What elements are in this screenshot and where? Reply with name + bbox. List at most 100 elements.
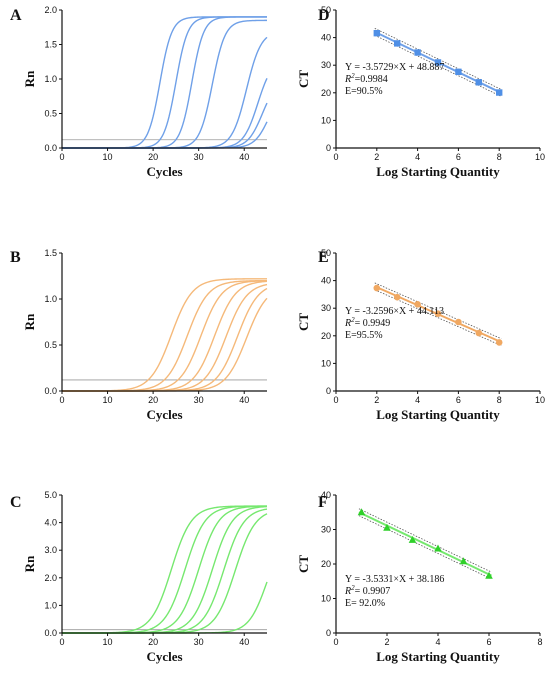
data-point-7: [496, 89, 503, 96]
x-tick-label: 0: [59, 637, 64, 647]
confidence-band-1: [374, 289, 502, 346]
x-tick-label: 2: [384, 637, 389, 647]
y-tick-label: 1.0: [44, 74, 57, 84]
data-point-1: [373, 29, 380, 37]
y-tick-label: 10: [321, 115, 331, 125]
y-tick-label: 0.0: [44, 628, 57, 638]
y-tick-label: 40: [321, 33, 331, 43]
x-tick-label: 8: [497, 395, 502, 405]
x-tick-label: 0: [333, 152, 338, 162]
y-tick-label: 3.0: [44, 545, 57, 555]
y-tick-label: 20: [321, 331, 331, 341]
x-tick-label: 20: [148, 637, 158, 647]
data-point-4: [434, 310, 442, 318]
x-tick-label: 4: [435, 637, 440, 647]
y-tick-label: 30: [321, 60, 331, 70]
y-tick-label: 50: [321, 5, 331, 15]
x-tick-label: 10: [535, 395, 545, 405]
data-point-6: [475, 79, 482, 86]
y-tick-label: 0.5: [44, 340, 57, 350]
y-axis-title: CT: [296, 70, 311, 88]
x-axis-title: Cycles: [146, 164, 182, 179]
data-point-5: [455, 68, 462, 76]
y-tick-label: 0.0: [44, 143, 57, 153]
data-point-1: [357, 508, 366, 516]
amplification-curve-4: [62, 280, 268, 392]
r-squared-value: = 0.9907: [355, 586, 391, 597]
x-tick-label: 4: [415, 395, 420, 405]
y-tick-label: 40: [321, 490, 331, 500]
x-tick-label: 40: [239, 395, 249, 405]
x-tick-label: 30: [194, 637, 204, 647]
amplification-curve-2: [62, 279, 268, 392]
x-tick-label: 6: [456, 152, 461, 162]
data-point-3: [414, 49, 421, 56]
confidence-band-1: [358, 515, 492, 580]
data-point-2: [383, 523, 391, 531]
y-axis-title: CT: [296, 555, 311, 573]
x-tick-label: 30: [194, 152, 204, 162]
y-axis-title: CT: [296, 313, 311, 331]
amplification-curve-6: [62, 287, 268, 392]
x-tick-label: 0: [59, 152, 64, 162]
y-tick-label: 10: [321, 594, 331, 604]
y-tick-label: 10: [321, 358, 331, 368]
data-point-6: [475, 329, 483, 337]
amplification-curve-1: [62, 16, 267, 149]
y-tick-label: 1.5: [44, 40, 57, 50]
panel-letter: E: [318, 249, 329, 266]
y-tick-label: 40: [321, 276, 331, 286]
data-point-6: [485, 571, 493, 579]
r-squared-text: R2= 0.9949: [344, 316, 390, 329]
data-point-4: [434, 544, 442, 552]
y-tick-label: 0.0: [44, 386, 57, 396]
y-axis-title: Rn: [22, 70, 37, 87]
y-tick-label: 30: [321, 303, 331, 313]
data-point-2: [393, 293, 401, 301]
y-tick-label: 0: [326, 143, 331, 153]
equation-text: Y = -3.2596×X + 44.113: [345, 306, 444, 317]
efficiency-text: E=95.5%: [345, 330, 383, 341]
data-point-5: [459, 557, 468, 565]
data-point-3: [414, 301, 421, 308]
x-tick-label: 20: [148, 152, 158, 162]
amplification-curve-1: [62, 278, 267, 392]
efficiency-text: E= 92.0%: [345, 598, 385, 609]
panel-letter: C: [10, 494, 22, 511]
data-point-7: [495, 339, 503, 346]
panel-letter: F: [318, 494, 328, 511]
y-tick-label: 5.0: [44, 490, 57, 500]
y-tick-label: 0.5: [44, 109, 57, 119]
data-point-4: [434, 59, 442, 66]
amplification-curve-4: [62, 505, 268, 634]
panel-letter: D: [318, 7, 330, 24]
x-tick-label: 6: [456, 395, 461, 405]
r-superscript: 2: [351, 72, 355, 80]
data-point-3: [408, 535, 417, 543]
efficiency-text: E=90.5%: [345, 86, 383, 97]
r-squared-value: =0.9984: [355, 74, 388, 85]
y-tick-label: 0: [326, 386, 331, 396]
x-tick-label: 10: [103, 395, 113, 405]
x-axis-title: Log Starting Quantity: [376, 407, 500, 422]
y-tick-label: 4.0: [44, 518, 57, 528]
x-tick-label: 8: [497, 152, 502, 162]
y-tick-label: 1.0: [44, 600, 57, 610]
x-axis-title: Cycles: [146, 649, 182, 664]
r-squared-value: = 0.9949: [355, 318, 391, 329]
amplification-curve-3: [62, 280, 268, 392]
r-label: R: [344, 318, 351, 329]
confidence-band-2: [358, 508, 492, 573]
x-tick-label: 0: [59, 395, 64, 405]
amplification-curve-4: [62, 19, 268, 149]
y-tick-label: 50: [321, 248, 331, 258]
chart-panel-b: B 0 10 20 30 40 0.0 0.5 1.0 1.5 Cycles Rn: [10, 248, 268, 422]
confidence-band-2: [374, 27, 502, 90]
chart-panel-c: C 0 10 20 30 40 0.0 1.0 2.0 3.0 4.0 5.0 Cycles Rn: [10, 490, 268, 664]
